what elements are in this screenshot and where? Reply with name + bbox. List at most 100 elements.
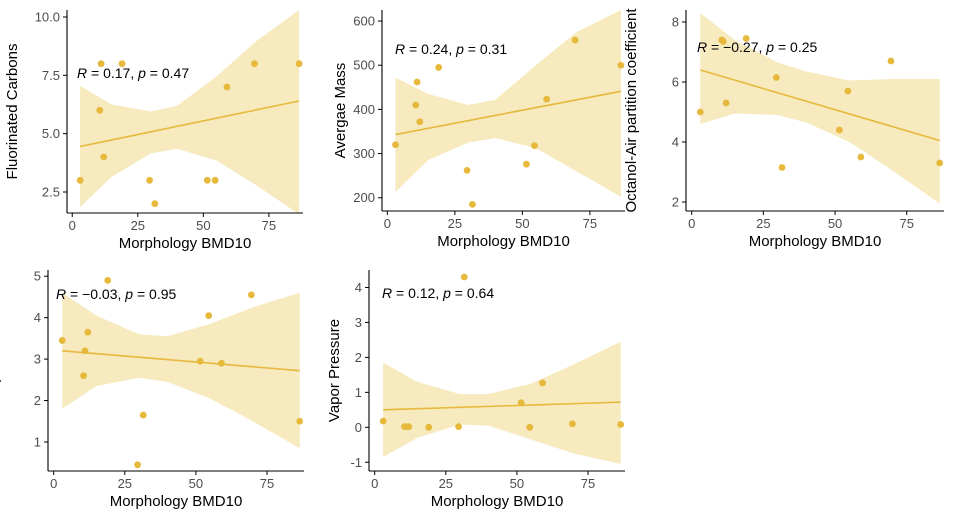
x-tick-label: 25 <box>131 218 145 233</box>
data-point <box>455 423 462 431</box>
panel-1: 0 25 50 75 2.5 5.0 7.5 10.0 Morphology BMD10 Fluo… <box>4 10 303 252</box>
data-point <box>719 38 727 45</box>
data-point <box>543 95 551 103</box>
y-tick-label: 10.0 <box>35 10 60 25</box>
x-axis-title: Morphology BMD10 <box>437 233 570 250</box>
data-point <box>936 159 944 167</box>
confidence-band <box>700 13 940 204</box>
data-point <box>617 61 625 69</box>
data-point <box>523 160 530 168</box>
data-point <box>146 176 154 184</box>
x-tick-label: 75 <box>260 476 274 491</box>
x-tick-label: 50 <box>515 216 529 231</box>
x-tick-label: 25 <box>448 216 462 231</box>
x-axis-title: Morphology BMD10 <box>119 235 252 252</box>
data-point <box>857 153 865 161</box>
regression-line <box>79 100 300 148</box>
y-tick-label: 2 <box>355 350 362 365</box>
data-point <box>96 106 104 114</box>
y-tick-label: 3 <box>355 315 362 330</box>
y-axis-title: Octanol-Water partition coefficient <box>0 257 2 483</box>
panel-4: 0 25 50 75 1 2 3 4 5 Morphology BMD10 Octanol-Wate… <box>0 257 304 510</box>
correlation-annotation: R = 0.17, p = 0.47 <box>77 65 189 81</box>
data-point <box>463 166 471 174</box>
x-tick-label: 75 <box>262 218 276 233</box>
x-tick-label: 25 <box>439 476 453 491</box>
confidence-band <box>395 10 621 197</box>
data-point <box>835 126 843 134</box>
y-tick-label: 5.0 <box>42 126 60 141</box>
data-point <box>413 78 421 86</box>
x-tick-label: 75 <box>583 216 597 231</box>
x-tick-label: 0 <box>69 218 76 233</box>
y-tick-label: 7.5 <box>42 68 60 83</box>
y-tick-label: 600 <box>353 14 375 29</box>
y-axis-title: Vapor Pressure <box>326 319 343 422</box>
data-point <box>205 312 213 319</box>
data-point <box>58 337 66 344</box>
data-point <box>526 423 534 431</box>
y-tick-label: -1 <box>350 455 362 470</box>
data-point <box>416 118 424 126</box>
data-point <box>296 417 304 425</box>
y-tick-label: 5 <box>34 269 41 284</box>
x-tick-label: 0 <box>384 216 391 231</box>
x-tick-label: 25 <box>118 476 132 491</box>
y-tick-label: 3 <box>34 352 41 367</box>
y-tick-label: 8 <box>672 15 679 30</box>
data-point <box>539 379 546 387</box>
panel-3: 0 25 50 75 2 4 6 8 Morphology BMD10 Octanol-Air p… <box>623 8 944 250</box>
regression-line <box>700 69 940 142</box>
correlation-annotation: R = −0.03, p = 0.95 <box>56 286 177 302</box>
regression-line <box>62 350 300 372</box>
y-tick-label: 200 <box>353 190 375 205</box>
y-tick-label: 500 <box>353 58 375 73</box>
data-point <box>887 57 895 65</box>
x-tick-label: 75 <box>899 216 913 231</box>
y-tick-label: 1 <box>34 434 41 449</box>
data-point <box>568 420 576 428</box>
data-point <box>223 83 231 91</box>
y-tick-label: 400 <box>353 102 375 117</box>
x-tick-label: 0 <box>371 476 378 491</box>
y-tick-label: 2 <box>34 393 41 408</box>
data-point <box>211 176 219 184</box>
y-axis-title: Octanol-Air partition coefficient <box>623 8 640 213</box>
confidence-band <box>62 292 300 449</box>
data-point <box>425 423 433 431</box>
data-point <box>80 372 87 380</box>
x-tick-label: 0 <box>688 216 695 231</box>
data-point <box>100 153 108 161</box>
correlation-annotation: R = 0.24, p = 0.31 <box>395 41 507 57</box>
panel-5: 0 25 50 75 -1 0 1 2 3 4 Morphology BMD10 Vapor Pres… <box>326 270 625 510</box>
y-tick-label: 0 <box>355 420 362 435</box>
x-axis-title: Morphology BMD10 <box>431 493 564 510</box>
data-point <box>412 101 420 109</box>
x-tick-label: 75 <box>581 476 595 491</box>
data-point <box>696 108 704 116</box>
correlation-annotation: R = 0.12, p = 0.64 <box>382 285 494 301</box>
data-point <box>196 357 204 365</box>
data-point <box>531 142 538 150</box>
x-axis-title: Morphology BMD10 <box>110 493 243 510</box>
y-tick-label: 4 <box>34 310 41 325</box>
y-tick-label: 2.5 <box>42 185 60 200</box>
x-tick-label: 50 <box>196 218 210 233</box>
x-tick-label: 50 <box>189 476 203 491</box>
data-point <box>134 461 142 469</box>
x-tick-label: 0 <box>50 476 57 491</box>
data-point <box>778 164 786 171</box>
data-point <box>104 276 112 284</box>
data-point <box>435 64 443 71</box>
data-point <box>379 417 387 425</box>
data-point <box>81 347 89 355</box>
correlation-annotation: R = −0.27, p = 0.25 <box>697 39 818 55</box>
data-point <box>97 60 105 68</box>
data-point <box>405 423 413 431</box>
data-point <box>844 87 852 95</box>
data-point <box>203 176 211 184</box>
x-tick-label: 50 <box>828 216 842 231</box>
data-point <box>247 291 255 299</box>
x-tick-label: 50 <box>510 476 524 491</box>
